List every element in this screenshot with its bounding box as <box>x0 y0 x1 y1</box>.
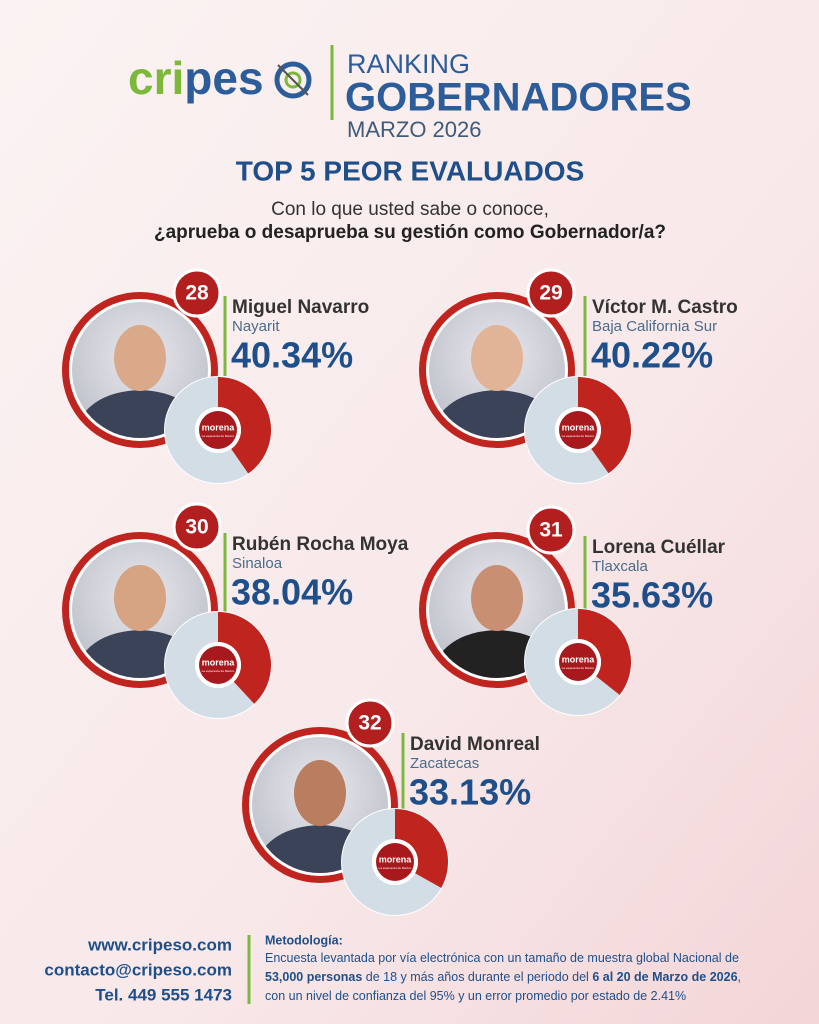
approval: 40.34% <box>231 335 353 376</box>
phone: Tel. 449 555 1473 <box>95 985 232 1004</box>
party-name: morena <box>202 422 236 432</box>
rank-badge <box>172 502 222 552</box>
question: Con lo que usted sabe o conoce, <box>271 199 549 220</box>
portrait-head <box>114 565 166 631</box>
logo: cripes <box>128 52 264 104</box>
name: Miguel Navarro <box>232 297 369 318</box>
portrait-head <box>294 760 346 826</box>
methodology-title: Metodología: <box>265 933 343 947</box>
website: www.cripeso.com <box>87 935 232 954</box>
state: Tlaxcala <box>592 558 649 575</box>
donut-approval <box>394 809 448 888</box>
ranking: RANKING <box>347 49 470 79</box>
party-name: morena <box>562 422 596 432</box>
party-name: morena <box>202 657 236 667</box>
name: Víctor M. Castro <box>592 297 738 318</box>
methodology-segment: , <box>738 970 741 984</box>
approval: 38.04% <box>231 572 353 613</box>
state: Baja California Sur <box>592 318 717 335</box>
party-slogan: La esperanza de México <box>202 434 235 438</box>
date: MARZO 2026 <box>347 117 482 142</box>
party-slogan: La esperanza de México <box>379 866 412 870</box>
donut-approval <box>217 612 271 704</box>
donut-approval <box>217 377 271 474</box>
methodology-line: 53,000 personas de 18 y más años durante… <box>265 970 741 984</box>
approval: 40.22% <box>591 335 713 376</box>
rank: 32 <box>358 712 381 735</box>
methodology-line: con un nivel de confianza del 95% y un e… <box>265 989 686 1003</box>
party-slogan: La esperanza de México <box>202 669 235 673</box>
portrait-head <box>471 565 523 631</box>
logo-target <box>274 61 312 99</box>
rank: 30 <box>185 516 208 539</box>
rank-badge <box>526 268 576 318</box>
party-logo <box>376 843 414 881</box>
name: David Monreal <box>410 734 540 755</box>
party-slogan: La esperanza de México <box>562 666 595 670</box>
title: GOBERNADORES <box>345 76 692 120</box>
state: Sinaloa <box>232 555 283 572</box>
portrait-head <box>471 325 523 391</box>
party-slogan: La esperanza de México <box>562 434 595 438</box>
name: Rubén Rocha Moya <box>232 534 409 555</box>
name: Lorena Cuéllar <box>592 537 726 558</box>
rank-badge <box>345 698 395 748</box>
party-logo <box>559 411 597 449</box>
rank: 28 <box>185 282 209 305</box>
portrait-head <box>114 325 166 391</box>
methodology-segment: con un nivel de confianza del 95% y un e… <box>265 989 686 1003</box>
party-logo <box>199 411 237 449</box>
email: contacto@cripeso.com <box>44 960 232 979</box>
party-name: morena <box>379 854 413 864</box>
methodology-line: Encuesta levantada por vía electrónica c… <box>265 951 739 965</box>
question: ¿aprueba o desaprueba su gestión como Go… <box>154 222 666 243</box>
donut-approval <box>577 609 631 695</box>
approval: 33.13% <box>409 772 531 813</box>
approval: 35.63% <box>591 575 713 616</box>
party-logo <box>199 646 237 684</box>
rank: 31 <box>539 519 563 542</box>
methodology-segment: Encuesta levantada por vía electrónica c… <box>265 951 739 965</box>
rank: 29 <box>539 282 562 305</box>
state: Zacatecas <box>410 755 479 772</box>
methodology-segment: 53,000 personas <box>265 970 362 984</box>
donut-approval <box>577 377 631 474</box>
heading: TOP 5 PEOR EVALUADOS <box>236 155 585 186</box>
party-name: morena <box>562 654 596 664</box>
rank-badge <box>172 268 222 318</box>
methodology-segment: de 18 y más años durante el periodo del <box>362 970 592 984</box>
methodology-segment: 6 al 20 de Marzo de 2026 <box>592 970 737 984</box>
rank-badge <box>526 505 576 555</box>
party-logo <box>559 643 597 681</box>
state: Nayarit <box>232 318 280 335</box>
